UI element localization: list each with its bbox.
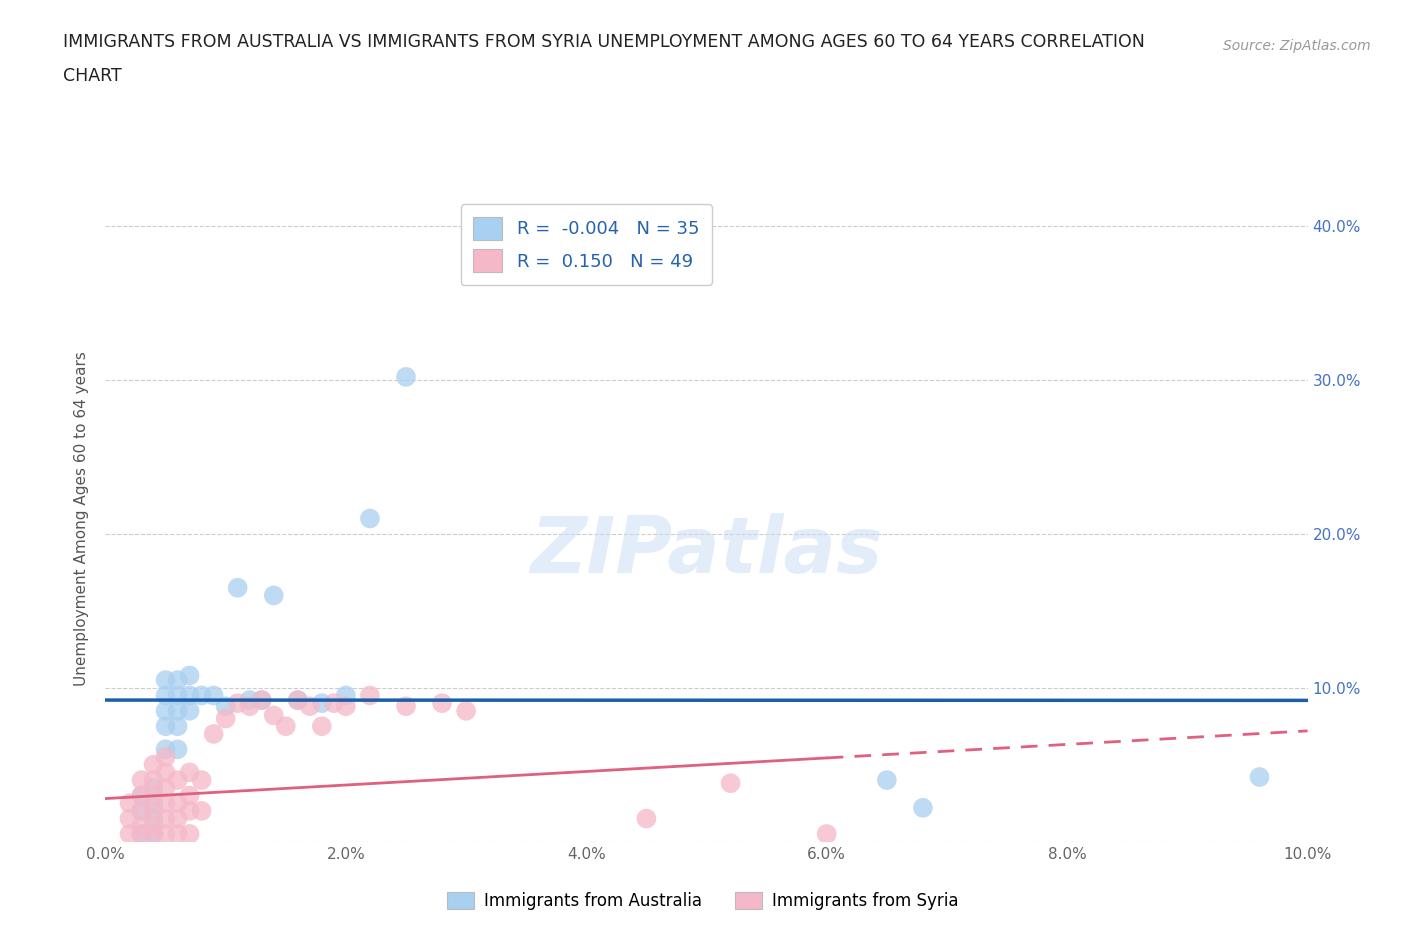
Point [190,688,212,703]
Point [131,788,153,803]
Point [274,719,297,734]
Point [239,698,262,713]
Point [359,512,381,526]
Point [1249,770,1271,785]
Point [166,773,188,788]
Legend: R =  -0.004   N = 35, R =  0.150   N = 49: R = -0.004 N = 35, R = 0.150 N = 49 [461,205,711,285]
Point [142,757,165,772]
Point [166,703,188,718]
Point [202,688,225,703]
Point [214,698,236,713]
Point [263,708,285,723]
Point [322,696,344,711]
Point [131,804,153,818]
Point [179,804,201,818]
Point [202,726,225,741]
Point [166,742,188,757]
Point [911,801,934,816]
Point [155,742,177,757]
Text: CHART: CHART [63,67,122,85]
Point [155,811,177,826]
Point [131,818,153,833]
Text: ZIPatlas: ZIPatlas [530,512,883,589]
Point [155,688,177,703]
Point [876,773,898,788]
Point [166,719,188,734]
Point [359,688,381,703]
Point [395,698,418,713]
Point [250,693,273,708]
Point [118,811,141,826]
Point [298,698,321,713]
Point [720,776,742,790]
Point [166,688,188,703]
Point [179,703,201,718]
Point [142,788,165,803]
Point [166,672,188,687]
Point [142,827,165,842]
Point [131,773,153,788]
Point [311,719,333,734]
Point [636,811,658,826]
Point [179,827,201,842]
Point [179,668,201,683]
Y-axis label: Unemployment Among Ages 60 to 64 years: Unemployment Among Ages 60 to 64 years [75,351,90,686]
Point [155,719,177,734]
Point [142,811,165,826]
Point [179,765,201,780]
Point [226,580,249,595]
Point [226,696,249,711]
Point [155,672,177,687]
Point [454,703,477,718]
Point [131,804,153,818]
Point [155,703,177,718]
Point [263,588,285,603]
Point [287,693,309,708]
Point [166,796,188,811]
Text: Source: ZipAtlas.com: Source: ZipAtlas.com [1223,39,1371,53]
Point [142,773,165,788]
Point [118,827,141,842]
Point [335,698,357,713]
Point [131,827,153,842]
Point [142,780,165,795]
Text: IMMIGRANTS FROM AUSTRALIA VS IMMIGRANTS FROM SYRIA UNEMPLOYMENT AMONG AGES 60 TO: IMMIGRANTS FROM AUSTRALIA VS IMMIGRANTS … [63,33,1144,50]
Point [155,780,177,795]
Point [239,693,262,708]
Legend: Immigrants from Australia, Immigrants from Syria: Immigrants from Australia, Immigrants fr… [440,885,966,917]
Point [190,804,212,818]
Point [166,811,188,826]
Point [166,827,188,842]
Point [142,804,165,818]
Point [142,796,165,811]
Point [214,711,236,726]
Point [155,765,177,780]
Point [155,750,177,764]
Point [131,827,153,842]
Point [179,788,201,803]
Point [815,827,838,842]
Point [395,369,418,384]
Point [142,818,165,833]
Point [118,796,141,811]
Point [179,688,201,703]
Point [155,827,177,842]
Point [430,696,453,711]
Point [287,693,309,708]
Point [131,788,153,803]
Point [250,693,273,708]
Point [190,773,212,788]
Point [311,696,333,711]
Point [142,827,165,842]
Point [335,688,357,703]
Point [155,796,177,811]
